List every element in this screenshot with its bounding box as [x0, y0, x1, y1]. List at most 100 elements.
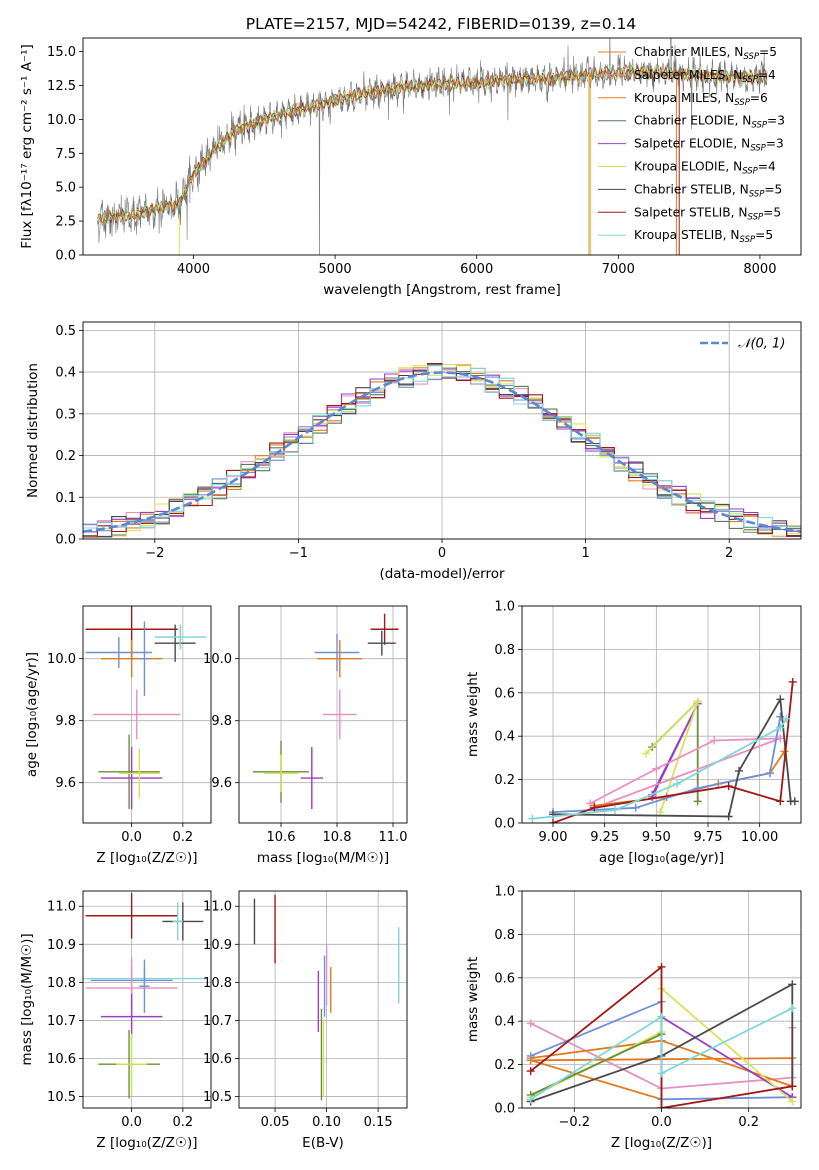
- residual-histogram-panel: −2 −1 0 1 2 0.0 0.1 0.2 0.3 0.4 0.5 (data-model)/er…: [25, 321, 802, 582]
- point-marker: [788, 1097, 797, 1106]
- y-tick-label: 9.6: [55, 776, 76, 791]
- x-tick-label: 0.2: [172, 830, 193, 845]
- axes-frame: [521, 605, 802, 824]
- x-tick-label: 9.00: [539, 830, 568, 845]
- y-tick-label: 0.2: [494, 773, 515, 788]
- y-tick-label: 0.4: [494, 730, 515, 745]
- y-tick-label: 7.5: [55, 147, 76, 162]
- point-marker: [735, 766, 743, 775]
- point-marker: [526, 1095, 535, 1104]
- plot-area: [253, 894, 400, 1101]
- y-tick-label: 11.0: [47, 900, 76, 915]
- x-tick-label: 0.05: [261, 1115, 290, 1130]
- y-tick-label: 0.6: [494, 686, 515, 701]
- y-tick-label: 10.0: [47, 113, 76, 128]
- y-axis-label: Normed distribution: [25, 363, 41, 498]
- y-axis-label: mass weight: [465, 672, 481, 757]
- y-tick-label: 12.5: [47, 79, 76, 94]
- plot-area: [83, 892, 206, 1099]
- point-marker: [788, 980, 797, 989]
- spectrum-title: PLATE=2157, MJD=54242, FIBERID=0139, z=0…: [246, 15, 636, 33]
- x-tick-label: 9.75: [694, 830, 723, 845]
- y-tick-label: 10.5: [47, 1090, 76, 1105]
- y-axis-label: age [log₁₀(age/yr)]: [24, 652, 40, 777]
- x-tick-label: 7000: [602, 262, 635, 277]
- point-marker: [724, 812, 733, 821]
- plot-area: [96, 38, 768, 255]
- legend-entry: Kroupa STELIB, NSSP=5: [634, 228, 773, 245]
- y-tick-label: 10.7: [47, 1014, 76, 1029]
- legend-entry: Salpeter STELIB, NSSP=5: [634, 205, 781, 222]
- x-tick-label: 0.2: [172, 1115, 193, 1130]
- x-tick-label: 8000: [743, 262, 776, 277]
- x-axis-label: Z [log₁₀(Z/Z☉)]: [96, 1135, 197, 1151]
- y-tick-label: 15.0: [47, 45, 76, 60]
- plot-area: [253, 613, 399, 810]
- plot-area: [526, 962, 797, 1108]
- x-tick-label: 0.0: [121, 1115, 142, 1130]
- y-tick-label: 9.6: [211, 776, 232, 791]
- x-axis-label: E(B-V): [302, 1135, 344, 1151]
- point-marker: [766, 769, 774, 778]
- x-axis-label: Z [log₁₀(Z/Z☉)]: [96, 850, 197, 866]
- point-marker: [776, 723, 785, 732]
- x-axis-label: mass [log₁₀(M/M☉)]: [257, 850, 389, 866]
- plot-area: [83, 362, 801, 538]
- y-axis-label: Flux [fλ10⁻¹⁷ erg cm⁻² s⁻¹ A⁻¹]: [19, 44, 35, 249]
- y-tick-label: 0.4: [55, 366, 76, 381]
- y-tick-label: 10.8: [47, 976, 76, 991]
- point-marker: [590, 803, 599, 812]
- y-tick-label: 0.0: [55, 249, 76, 264]
- y-tick-label: 9.8: [211, 714, 232, 729]
- y-tick-label: 1.0: [494, 600, 515, 615]
- y-tick-label: 0.6: [494, 971, 515, 986]
- point-marker: [528, 814, 537, 823]
- point-marker: [788, 677, 797, 686]
- model-spectrum-yellow: [96, 64, 767, 225]
- y-tick-label: 10.5: [203, 1090, 232, 1105]
- x-tick-label: 0.10: [312, 1115, 341, 1130]
- axes-frame: [82, 605, 212, 824]
- y-tick-label: 2.5: [55, 215, 76, 230]
- age-vs-metallicity-panel: 0.0 0.2 9.6 9.8 10.0 Z [log₁₀(Z/Z☉)] age [log₁…: [24, 605, 212, 866]
- plot-area: [528, 677, 799, 823]
- point-marker: [788, 1082, 797, 1091]
- x-axis-label: age [log₁₀(age/yr)]: [599, 850, 724, 866]
- y-tick-label: 0.8: [494, 928, 515, 943]
- point-marker: [788, 1004, 797, 1013]
- legend-entry: Kroupa ELODIE, NSSP=4: [634, 160, 776, 177]
- y-tick-label: 10.9: [203, 938, 232, 953]
- plot-area: [85, 606, 206, 810]
- x-tick-label: 0.2: [738, 1115, 759, 1130]
- point-marker: [724, 782, 733, 791]
- x-tick-label: 11.0: [379, 830, 408, 845]
- massweight-vs-metallicity-panel: −0.2 0.0 0.2 0.0 0.2 0.4 0.6 0.8 1.0 Z [log₁₀(Z/Z…: [465, 885, 802, 1151]
- y-axis-label: mass weight: [465, 957, 481, 1042]
- legend-entry: Kroupa MILES, NSSP=6: [634, 91, 768, 108]
- point-marker: [776, 797, 785, 806]
- x-tick-label: −0.2: [559, 1115, 591, 1130]
- series-darkgray: [552, 696, 795, 818]
- observed-spectrum: [96, 38, 768, 255]
- point-marker: [776, 734, 785, 743]
- x-tick-label: 10.00: [741, 830, 778, 845]
- model-spectrum-orange: [96, 64, 768, 228]
- y-tick-label: 0.8: [494, 643, 515, 658]
- point-marker: [657, 1012, 666, 1021]
- y-tick-label: 0.3: [55, 407, 76, 422]
- point-marker: [657, 962, 666, 971]
- mass-vs-metallicity-panel: 0.0 0.2 10.5 10.6 10.7 10.8 10.9 11.0 Z [log₁₀(Z…: [19, 890, 212, 1151]
- x-tick-label: −2: [145, 546, 164, 561]
- legend-entry: Chabrier STELIB, NSSP=5: [634, 182, 782, 199]
- point-marker: [657, 1104, 666, 1108]
- point-marker: [631, 803, 640, 812]
- y-tick-label: 10.8: [203, 976, 232, 991]
- axes-frame: [521, 890, 802, 1109]
- legend-entry: Chabrier MILES, NSSP=5: [634, 45, 777, 62]
- x-tick-label: 9.25: [590, 830, 619, 845]
- mass-vs-extinction-panel: 0.05 0.10 0.15 10.5 10.6 10.7 10.8 10.9 11.0 E(B-…: [203, 890, 408, 1151]
- age-vs-mass-panel: 10.6 10.8 11.0 9.6 9.8 10.0 mass [log₁₀(M/M☉)]: [203, 605, 408, 866]
- legend-entry: Salpeter ELODIE, NSSP=3: [634, 137, 784, 154]
- point-marker: [776, 695, 785, 704]
